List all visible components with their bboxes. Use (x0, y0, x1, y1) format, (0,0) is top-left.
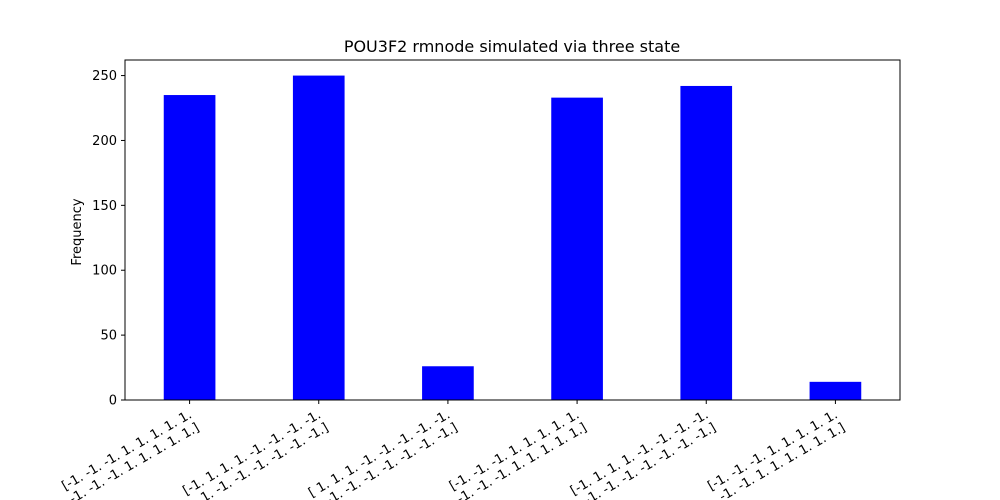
x-tick-label-line: -1. -1. 1. 1. 1. 1. 1. 1.] (717, 420, 848, 500)
x-tick-label-line: [-1. -1. -1. 1. 1. 1. 1. 1. (705, 407, 840, 494)
x-tick-label: [ 1. 1. 1. -1. -1. -1. -1. -1.1. -1. -1.… (302, 407, 461, 500)
x-tick-label-line: [-1. 1. 1. 1. -1. -1. -1. -1. (181, 407, 324, 498)
y-tick-label: 150 (92, 199, 117, 214)
plot-area: 0 50 100 150 200 250 [-1. -1. -1. 1. 1. 1. 1. … (41, 59, 901, 500)
bar (809, 381, 862, 400)
y-tick-label: 100 (92, 264, 117, 279)
plot-frame (124, 59, 901, 401)
x-tick-label: [-1. -1. -1. 1. 1. 1. 1. 1.-1. -1. 1. 1.… (705, 407, 848, 500)
y-axis-label: Frequency (70, 198, 85, 265)
x-tick-label-line: [-1. 1. 1. 1. -1. -1. -1. -1. (568, 407, 711, 498)
bar (422, 366, 474, 400)
x-tick-label: [-1. -1. -1. 1. 1. 1. 1. 1.-1. -1. -1. -… (41, 407, 202, 500)
bar (292, 75, 345, 401)
x-tick-label: [-1. 1. 1. 1. -1. -1. -1. -1.1. -1. -1. … (560, 407, 719, 500)
y-tick-label: 0 (109, 394, 117, 409)
y-tick-label: 200 (92, 134, 117, 149)
bar (551, 97, 603, 400)
y-tick-label: 50 (100, 329, 117, 344)
bar (680, 85, 733, 401)
chart-title: POU3F2 rmnode simulated via three state (344, 37, 680, 56)
x-tick-label-line: [ 1. 1. 1. -1. -1. -1. -1. -1. (306, 407, 453, 500)
y-tick-label: 250 (92, 69, 117, 84)
bar (163, 95, 216, 400)
x-tick-label-line: [-1. -1. -1. 1. 1. 1. 1. 1. (60, 407, 195, 494)
x-tick-label-line: [-1. -1. -1. 1. 1. 1. 1. 1. (447, 407, 582, 494)
